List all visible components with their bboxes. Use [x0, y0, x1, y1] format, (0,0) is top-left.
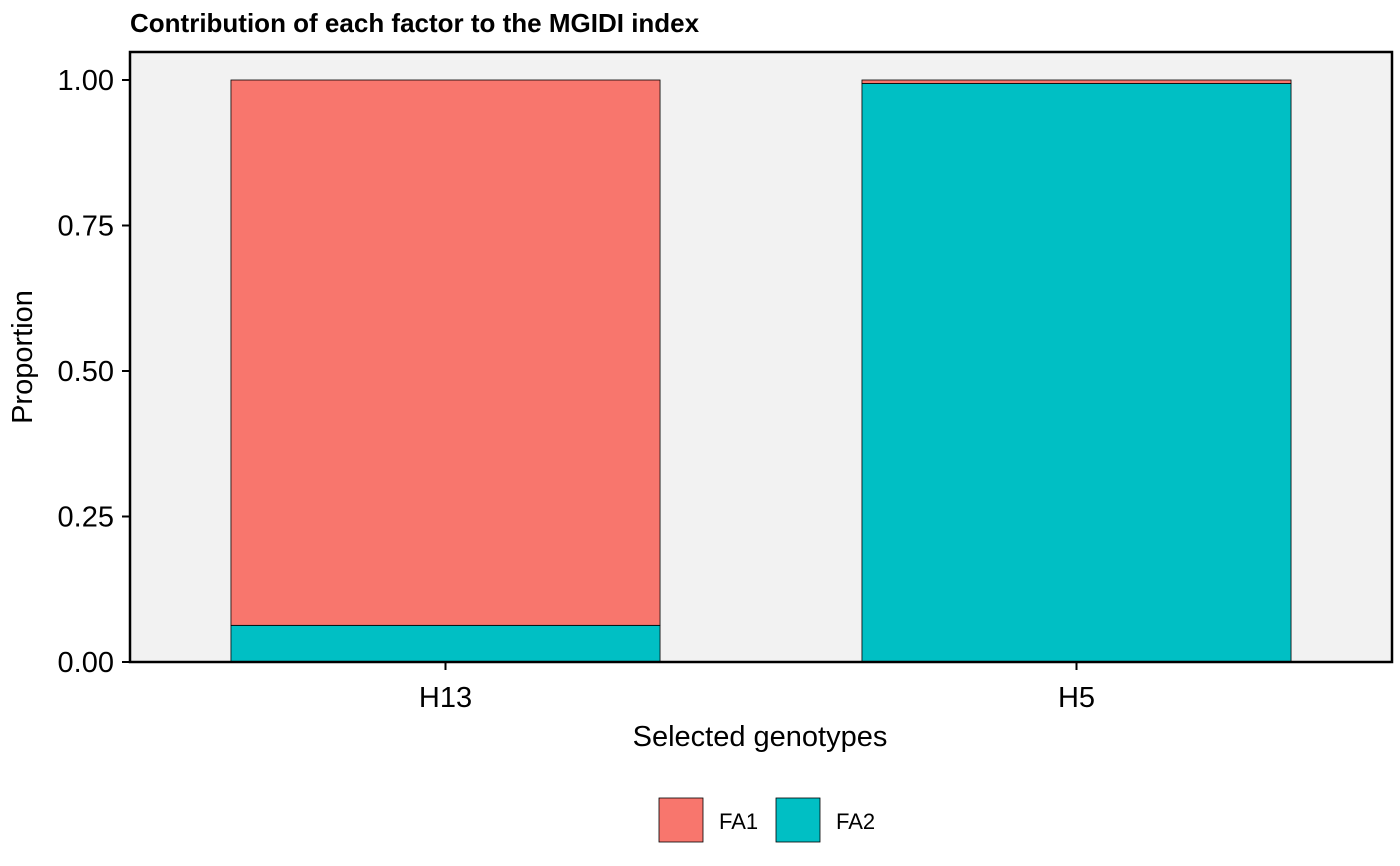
x-tick-label: H5 [1058, 682, 1095, 714]
y-tick-label: 0.25 [58, 502, 114, 534]
legend: FA1 FA2 [658, 797, 875, 843]
bar-h13-fa1 [230, 79, 661, 626]
bar-h5-fa1 [861, 79, 1292, 84]
panel-border [128, 50, 1394, 664]
legend-label-fa2: FA2 [836, 809, 875, 834]
x-axis: H13 H5 [419, 662, 1095, 714]
y-tick-label: 1.00 [58, 65, 114, 97]
y-tick-label: 0.50 [58, 356, 114, 388]
bar-h13-fa2 [230, 624, 661, 663]
x-tick-label: H13 [419, 682, 472, 714]
y-axis: 0.00 0.25 0.50 0.75 1.00 [58, 65, 130, 679]
legend-key-fa2 [775, 797, 821, 843]
y-axis-label: Proportion [7, 290, 39, 424]
y-tick-label: 0.00 [58, 647, 114, 679]
legend-label-fa1: FA1 [719, 809, 758, 834]
bars [230, 79, 1292, 663]
x-axis-label: Selected genotypes [633, 721, 888, 753]
chart-title: Contribution of each factor to the MGIDI… [130, 8, 700, 38]
legend-key-fa1 [658, 797, 704, 843]
y-tick-label: 0.75 [58, 211, 114, 243]
bar-h5-fa2 [861, 83, 1292, 663]
